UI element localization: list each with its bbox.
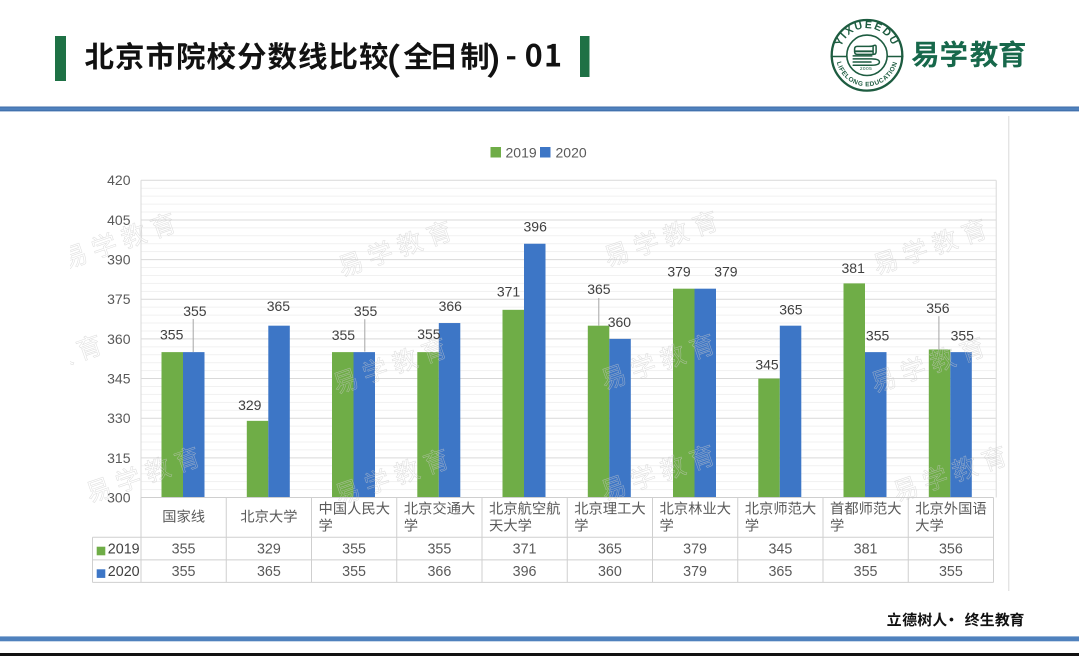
svg-text:2005: 2005: [860, 66, 872, 72]
svg-text:355: 355: [342, 564, 366, 580]
svg-text:355: 355: [417, 326, 441, 342]
svg-text:2020: 2020: [556, 144, 587, 160]
svg-text:360: 360: [598, 564, 622, 580]
svg-text:329: 329: [257, 542, 281, 558]
svg-text:356: 356: [939, 542, 963, 558]
svg-text:381: 381: [854, 542, 878, 558]
svg-text:365: 365: [587, 281, 611, 297]
svg-text:371: 371: [497, 284, 521, 300]
svg-text:355: 355: [427, 542, 451, 558]
svg-text:365: 365: [257, 564, 281, 580]
svg-text:2020: 2020: [108, 564, 140, 580]
svg-text:355: 355: [951, 327, 975, 343]
svg-text:379: 379: [683, 564, 707, 580]
svg-text:365: 365: [779, 301, 803, 317]
svg-text:379: 379: [683, 542, 707, 558]
svg-text:366: 366: [439, 298, 463, 314]
svg-text:355: 355: [332, 327, 356, 343]
svg-text:420: 420: [107, 172, 131, 188]
svg-text:356: 356: [926, 300, 950, 316]
svg-text:315: 315: [107, 450, 131, 466]
svg-text:355: 355: [172, 542, 196, 558]
svg-text:355: 355: [854, 564, 878, 580]
svg-text:345: 345: [768, 542, 792, 558]
svg-text:355: 355: [866, 327, 890, 343]
svg-text:355: 355: [342, 542, 366, 558]
svg-text:366: 366: [427, 564, 451, 580]
svg-text:355: 355: [172, 564, 196, 580]
svg-text:355: 355: [160, 326, 184, 342]
svg-text:405: 405: [107, 212, 131, 228]
svg-text:396: 396: [524, 219, 548, 235]
svg-text:345: 345: [755, 356, 779, 372]
svg-text:390: 390: [107, 252, 131, 268]
svg-text:365: 365: [768, 564, 792, 580]
svg-text:330: 330: [107, 410, 131, 426]
svg-text:379: 379: [714, 264, 738, 280]
svg-text:355: 355: [354, 303, 378, 319]
svg-text:360: 360: [608, 314, 632, 330]
svg-text:371: 371: [513, 542, 537, 558]
svg-text:300: 300: [107, 489, 131, 505]
svg-text:365: 365: [267, 298, 291, 314]
svg-text:396: 396: [513, 564, 537, 580]
svg-text:360: 360: [107, 331, 131, 347]
svg-text:355: 355: [183, 303, 207, 319]
svg-text:379: 379: [667, 264, 691, 280]
svg-text:2019: 2019: [506, 144, 537, 160]
svg-text:375: 375: [107, 291, 131, 307]
svg-text:381: 381: [842, 260, 866, 276]
svg-text:329: 329: [238, 397, 262, 413]
svg-text:345: 345: [107, 370, 131, 386]
svg-text:2019: 2019: [108, 542, 140, 558]
svg-text:355: 355: [939, 564, 963, 580]
svg-text:365: 365: [598, 542, 622, 558]
